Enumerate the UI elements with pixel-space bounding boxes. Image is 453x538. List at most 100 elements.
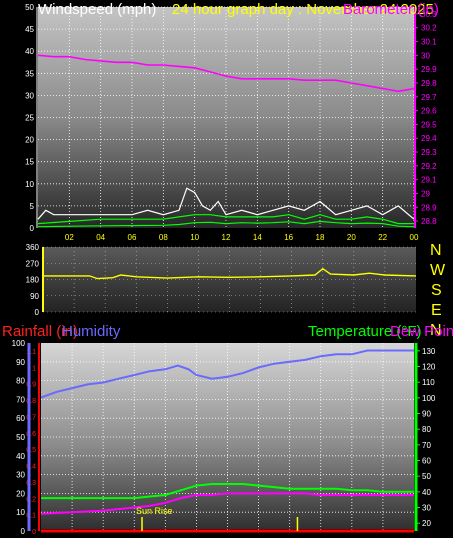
windspeed-tick-label: 35 [25,69,34,78]
rainfall-title: Rainfall (in) [2,323,78,340]
humidity-tick-label: 60 [16,414,25,423]
hour-x-ticks: 02 04 06 08 10 12 14 16 18 20 22 00 [65,233,419,242]
humidity-tick-label: 80 [16,377,25,386]
hour-tick-label: 12 [222,233,231,242]
barometer-tick-label: 30.2 [421,24,437,33]
humidity-tick-label: 20 [16,489,25,498]
sunrise-label: Sun Rise [136,506,173,516]
barometer-tick-label: 30 [421,51,430,60]
barometer-tick-label: 29.3 [421,148,437,157]
temperature-tick-label: 60 [422,457,431,466]
barometer-tick-label: 28.9 [421,203,437,212]
rain-tick-label: 0.5 [26,447,36,454]
climate-grid [41,343,414,531]
windspeed-tick-label: 50 [25,3,34,12]
windspeed-tick-label: 25 [25,114,34,123]
hour-tick-label: 08 [159,233,168,242]
hour-tick-label: 14 [253,233,262,242]
temperature-tick-label: 50 [422,472,431,481]
humidity-tick-label: 50 [16,433,25,442]
barometer-tick-label: 29 [421,189,430,198]
hour-tick-label: 06 [128,233,137,242]
humidity-title: Humidity [62,323,121,340]
hour-tick-label: 10 [190,233,199,242]
rain-tick-label: 0.4 [26,464,36,471]
humidity-tick-label: 40 [16,452,25,461]
temperature-tick-label: 20 [422,519,431,528]
hour-tick-label: 16 [284,233,293,242]
windspeed-tick-label: 45 [25,25,34,34]
windspeed-series [37,54,415,228]
barometer-line [37,54,415,93]
direction-panel: 0 90 180 270 360 [26,243,417,317]
barometer-tick-label: 29.8 [421,79,437,88]
barometer-title: Barometer (in) [343,1,439,18]
rain-tick-label: 1.1 [26,349,36,356]
rain-tick-label: 0 [32,529,36,536]
windspeed-tick-label: 10 [25,180,34,189]
rain-tick-label: 1 [32,365,36,372]
barometer-tick-label: 29.9 [421,65,437,74]
humidity-tick-label: 90 [16,358,25,367]
rain-tick-label: 0.6 [26,431,36,438]
barometer-tick-label: 29.6 [421,107,437,116]
chart-date-title: 24 hour graph day : November 24 2025 [172,1,434,18]
direction-tick-label: 270 [26,259,40,268]
compass-n-top: N [430,242,442,259]
temperature-tick-label: 30 [422,504,431,513]
humidity-tick-label: 10 [16,508,25,517]
barometer-tick-label: 28.8 [421,217,437,226]
temperature-tick-label: 70 [422,441,431,450]
windspeed-tick-label: 0 [30,224,35,233]
temperature-tick-label: 80 [422,425,431,434]
direction-tick-label: 360 [26,243,40,252]
dewpoint-title: Dew Point [390,323,453,340]
dewpoint-line [40,492,414,515]
compass-s: S [431,282,442,299]
hour-tick-label: 18 [316,233,325,242]
barometer-tick-label: 29.2 [421,162,437,171]
hour-tick-label: 02 [65,233,74,242]
windspeed-tick-label: 40 [25,47,34,56]
compass-w: W [430,262,446,279]
humidity-tick-label: 100 [12,339,26,348]
direction-series [43,267,417,280]
humidity-y-ticks: 0 10 20 30 40 50 60 70 80 90 100 [12,339,26,536]
barometer-tick-label: 30.1 [421,38,437,47]
humidity-tick-label: 70 [16,395,25,404]
direction-y-ticks: 0 90 180 270 360 [26,243,40,317]
temperature-tick-label: 40 [422,488,431,497]
barometer-tick-label: 29.4 [421,134,437,143]
barometer-tick-label: 30.3 [421,10,437,19]
humidity-line [40,349,414,399]
temperature-tick-label: 100 [422,394,436,403]
hour-tick-label: 20 [347,233,356,242]
rain-tick-label: 0.9 [26,382,36,389]
direction-tick-label: 0 [35,308,40,317]
temperature-y-ticks: 20 30 40 50 60 70 80 90 100 110 120 130 [415,347,436,528]
rain-tick-label: 0.7 [26,414,36,421]
barometer-tick-label: 29.5 [421,120,437,129]
humidity-tick-label: 30 [16,471,25,480]
windspeed-grid [38,6,415,228]
rain-tick-label: 0.8 [26,398,36,405]
wind-minimum-line [37,220,415,228]
temperature-tick-label: 110 [422,378,435,387]
windspeed-y-ticks: 0 5 10 15 20 25 30 35 40 45 50 [25,3,34,233]
direction-line [43,267,417,280]
direction-grid [43,246,416,313]
windspeed-title: Windspeed (mph) [38,1,156,18]
barometer-tick-label: 29.7 [421,93,437,102]
windspeed-tick-label: 15 [25,158,34,167]
wind-average-line [37,214,414,225]
temperature-title: Temperature (°F) [308,323,422,340]
temperature-tick-label: 130 [422,347,436,356]
barometer-tick-label: 29.1 [421,176,437,185]
compass-e: E [431,302,442,319]
compass-n-bottom: N [430,322,442,339]
hour-tick-label: 04 [96,233,105,242]
direction-tick-label: 180 [26,276,40,285]
